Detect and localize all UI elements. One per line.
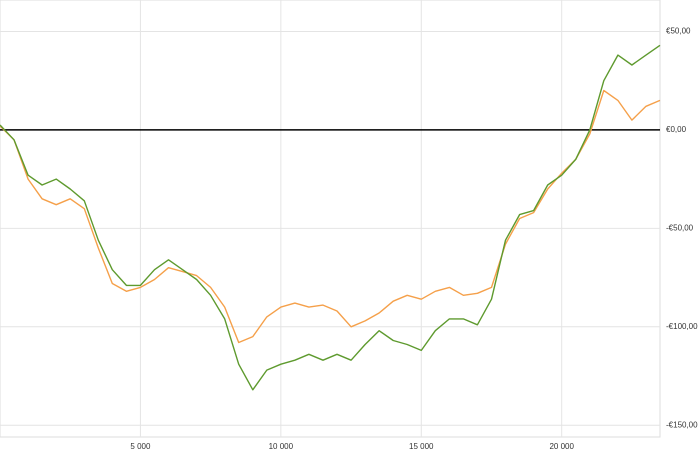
y-tick-label: -€100,00 bbox=[666, 322, 698, 331]
y-tick-label: €0,00 bbox=[666, 125, 687, 134]
y-tick-label: -€150,00 bbox=[666, 420, 698, 429]
y-tick-label: €50,00 bbox=[666, 27, 691, 36]
series-line bbox=[0, 44, 661, 391]
x-tick-label: 10 000 bbox=[269, 442, 294, 451]
plot-area bbox=[0, 0, 661, 438]
y-tick-label: -€50,00 bbox=[666, 223, 694, 232]
x-tick-label: 15 000 bbox=[409, 442, 434, 451]
x-tick-label: 5 000 bbox=[130, 442, 151, 451]
series-line bbox=[0, 89, 661, 344]
x-tick-label: 20 000 bbox=[549, 442, 574, 451]
